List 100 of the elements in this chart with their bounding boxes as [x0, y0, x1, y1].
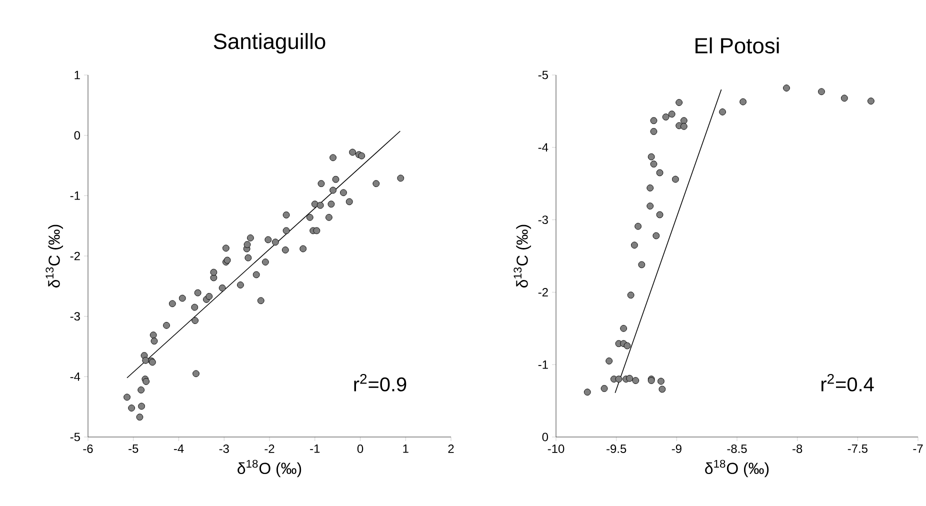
point [652, 232, 660, 240]
x-tick-label: -10 [548, 444, 564, 453]
point [218, 284, 226, 292]
point [244, 241, 251, 248]
point [246, 234, 254, 242]
point [206, 292, 213, 300]
point [282, 246, 289, 254]
point [783, 84, 790, 92]
point [150, 338, 158, 345]
point [244, 254, 252, 262]
x-tick-label: -4 [174, 444, 184, 453]
point [672, 176, 679, 183]
y-tick-label: -4 [70, 372, 80, 381]
point [668, 110, 676, 118]
x-tick-label: -3 [219, 444, 229, 453]
x-tick-label: -7 [913, 444, 923, 453]
y-tick-label: 0 [542, 432, 548, 442]
point [650, 160, 658, 168]
chart-title: Santiaguillo [214, 33, 326, 54]
y-tick-label: 0 [74, 131, 80, 140]
x-tick-label: -5 [128, 444, 138, 453]
point [178, 294, 186, 302]
point [332, 176, 340, 183]
x-tick-label: 1 [403, 444, 408, 453]
point [330, 186, 336, 194]
y-tick-label: -5 [70, 432, 80, 442]
point [168, 300, 176, 308]
point [656, 211, 664, 218]
point [282, 227, 290, 234]
x-tick-label: -9.5 [606, 444, 626, 453]
point [650, 128, 658, 135]
point [676, 99, 683, 106]
x-tick-label: -2 [264, 444, 274, 453]
point [210, 274, 218, 282]
point [818, 88, 825, 96]
point [630, 242, 638, 249]
point [192, 370, 200, 378]
point [632, 377, 640, 384]
point [680, 117, 688, 124]
point [191, 304, 198, 311]
x-axis-title: δ$^{18}$O (‰) [238, 460, 302, 478]
point [397, 174, 404, 182]
x-tick-label: -7.5 [848, 444, 868, 453]
point [606, 358, 613, 364]
point [163, 322, 170, 329]
point [257, 297, 264, 304]
y-tick-label: -2 [70, 252, 80, 260]
point [624, 342, 631, 350]
point [128, 404, 136, 412]
point [313, 227, 320, 234]
point [252, 271, 260, 278]
y-tick-label: 1 [74, 70, 80, 80]
point [340, 189, 347, 196]
point [316, 202, 324, 209]
point [584, 388, 591, 396]
point [656, 169, 664, 176]
annotation: r$^{2}$=0.9 [354, 374, 406, 392]
point [662, 114, 670, 120]
point [282, 212, 290, 218]
point [237, 282, 244, 288]
point [311, 200, 318, 208]
point [658, 378, 664, 385]
point [646, 184, 654, 192]
point [325, 214, 332, 221]
point [719, 108, 726, 116]
point [262, 258, 269, 266]
point [136, 414, 144, 421]
x-tick-label: -1 [310, 444, 320, 453]
annotation: r$^{2}$=0.4 [821, 374, 874, 392]
point [194, 289, 202, 296]
x-tick-label: -9 [672, 444, 682, 453]
point [740, 98, 746, 106]
point [648, 153, 655, 160]
point [620, 324, 628, 332]
y-tick-label: -1 [538, 360, 548, 369]
point [646, 202, 654, 210]
point [318, 180, 325, 188]
x-tick-label: -8 [792, 444, 802, 453]
point [638, 261, 646, 268]
point [346, 198, 353, 206]
y-axis-title: δ$^{13}$C (‰) [514, 224, 532, 288]
point [306, 214, 314, 221]
x-tick-label: 2 [448, 444, 454, 453]
point [867, 98, 874, 105]
point [680, 122, 688, 130]
point [840, 94, 848, 102]
point [138, 402, 145, 410]
point [264, 236, 272, 244]
x-tick-label: -8.5 [727, 444, 747, 453]
y-tick-label: -2 [538, 288, 548, 296]
point [138, 386, 145, 394]
y-tick-label: -3 [538, 216, 548, 224]
y-axis-title: δ$^{13}$C (‰) [46, 224, 64, 288]
point [150, 332, 157, 338]
point [658, 386, 666, 393]
point [615, 376, 622, 383]
point [222, 244, 230, 252]
point [372, 180, 380, 188]
point [124, 394, 130, 401]
point [328, 200, 335, 208]
